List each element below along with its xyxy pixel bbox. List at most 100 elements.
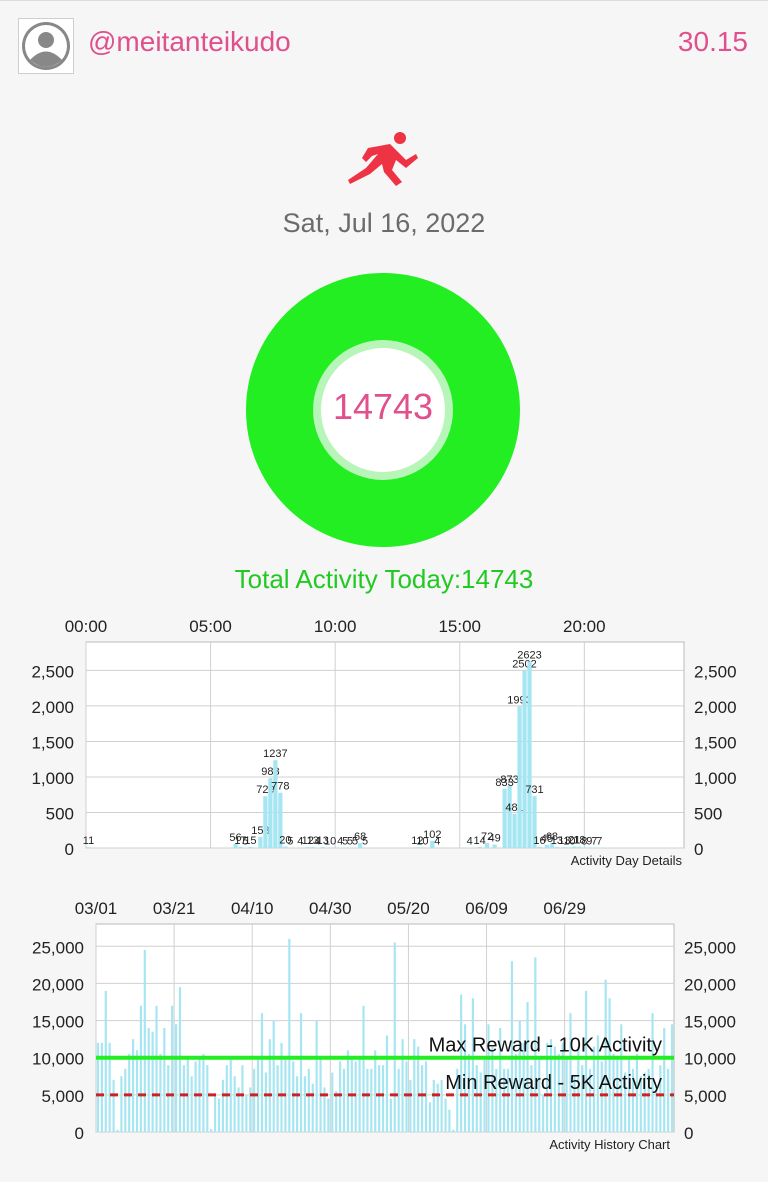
- day-bar: [278, 792, 283, 848]
- history-bar: [467, 1054, 471, 1132]
- history-bar: [405, 1061, 408, 1132]
- day-bar: [310, 847, 315, 848]
- history-bar: [545, 1042, 549, 1132]
- history-bar: [120, 1076, 123, 1132]
- history-bar: [229, 1057, 232, 1132]
- history-bar: [397, 1068, 400, 1132]
- history-bar: [307, 1068, 310, 1132]
- history-bar: [346, 1050, 349, 1132]
- day-bar: [522, 670, 527, 848]
- day-bar: [567, 847, 572, 848]
- history-bar: [124, 1068, 127, 1132]
- username[interactable]: @meitanteikudo: [88, 26, 291, 57]
- day-bar-label: 68: [546, 831, 558, 843]
- day-bar-label: 5: [347, 836, 353, 848]
- x-tick-label: 04/10: [231, 899, 274, 918]
- history-bar: [647, 1068, 650, 1132]
- day-bar: [477, 847, 482, 848]
- day-bar: [485, 842, 490, 848]
- day-bar-label: 13: [307, 835, 319, 847]
- history-bar: [104, 990, 107, 1132]
- history-bar: [354, 1061, 357, 1132]
- history-bar: [608, 998, 611, 1132]
- history-bar: [463, 1024, 467, 1132]
- day-bar-label: 10: [324, 835, 336, 847]
- y-tick-label-right: 15,000: [684, 1013, 736, 1032]
- history-bar: [514, 1054, 517, 1132]
- user-avatar[interactable]: [18, 18, 74, 74]
- day-bar-label: 4: [337, 836, 343, 848]
- day-bar: [492, 844, 497, 848]
- y-tick-label-right: 2,500: [694, 662, 737, 681]
- y-tick-label-right: 5,000: [684, 1087, 727, 1106]
- day-bar: [273, 760, 278, 848]
- day-bar-label: 5: [342, 836, 348, 848]
- history-bar: [147, 1028, 150, 1132]
- history-bar: [139, 1005, 143, 1132]
- day-bar-label: 873: [500, 774, 518, 786]
- x-tick-label: 03/21: [153, 899, 196, 918]
- history-bar: [428, 1102, 432, 1132]
- day-bar-label: 5: [242, 836, 248, 848]
- day-bar: [238, 846, 243, 848]
- history-bar: [264, 1072, 267, 1132]
- history-bar: [217, 1098, 221, 1132]
- history-bar: [303, 1076, 307, 1132]
- day-bar: [502, 788, 507, 848]
- total-activity-label: Total Activity Today:14743: [234, 564, 534, 594]
- history-bar: [159, 1054, 162, 1132]
- day-bar-label: 8: [581, 835, 587, 847]
- day-bar: [415, 847, 420, 848]
- history-bar: [378, 1065, 381, 1132]
- history-bar: [292, 1061, 295, 1132]
- y-tick-label-left: 10,000: [32, 1050, 84, 1069]
- history-bar: [268, 1039, 271, 1132]
- day-bar-label: 14: [474, 835, 486, 847]
- history-bar: [241, 1065, 244, 1132]
- history-bar: [538, 1057, 541, 1132]
- history-bar: [651, 1013, 654, 1132]
- day-bar: [554, 847, 560, 848]
- history-bar: [366, 1068, 369, 1132]
- day-bar-label: 49: [489, 833, 501, 845]
- history-bar: [135, 1050, 139, 1132]
- history-bar: [471, 998, 474, 1132]
- history-bar: [503, 1068, 506, 1132]
- day-bar: [527, 661, 532, 848]
- y-tick-label-right: 500: [694, 804, 722, 823]
- history-bar: [417, 1046, 420, 1132]
- day-bar-label: 12: [302, 835, 314, 847]
- history-bar: [331, 1072, 334, 1132]
- history-bar: [174, 1024, 178, 1132]
- day-bar: [517, 706, 522, 848]
- y-tick-label-right: 2,000: [694, 698, 737, 717]
- history-bar: [561, 1042, 564, 1132]
- y-tick-label-right: 1,000: [694, 769, 737, 788]
- history-bar: [510, 961, 514, 1132]
- history-bar: [479, 1072, 482, 1132]
- history-bar: [163, 1028, 166, 1132]
- y-tick-label-left: 0: [65, 840, 74, 859]
- day-bar: [248, 846, 253, 848]
- x-tick-label: 20:00: [563, 617, 606, 636]
- history-bar: [288, 938, 291, 1132]
- history-bar: [171, 1005, 174, 1132]
- history-bar: [280, 1042, 283, 1132]
- history-bar: [335, 1091, 338, 1132]
- history-bar: [448, 1109, 451, 1132]
- day-bar-label: 7: [596, 836, 602, 848]
- history-bar: [526, 1002, 529, 1132]
- history-bar: [530, 1065, 533, 1132]
- day-bar: [532, 796, 537, 848]
- day-chart-title: Activity Day Details: [571, 853, 683, 868]
- history-bar: [588, 1068, 592, 1132]
- day-bar-label: 833: [495, 777, 513, 789]
- history-bar: [342, 1068, 346, 1132]
- history-bar: [214, 1094, 217, 1132]
- day-bar-label: 731: [525, 784, 543, 796]
- day-bar: [86, 847, 91, 848]
- history-bar: [299, 1013, 303, 1132]
- y-tick-label-right: 10,000: [684, 1050, 736, 1069]
- history-bar: [549, 1039, 553, 1132]
- history-bar: [573, 1076, 576, 1132]
